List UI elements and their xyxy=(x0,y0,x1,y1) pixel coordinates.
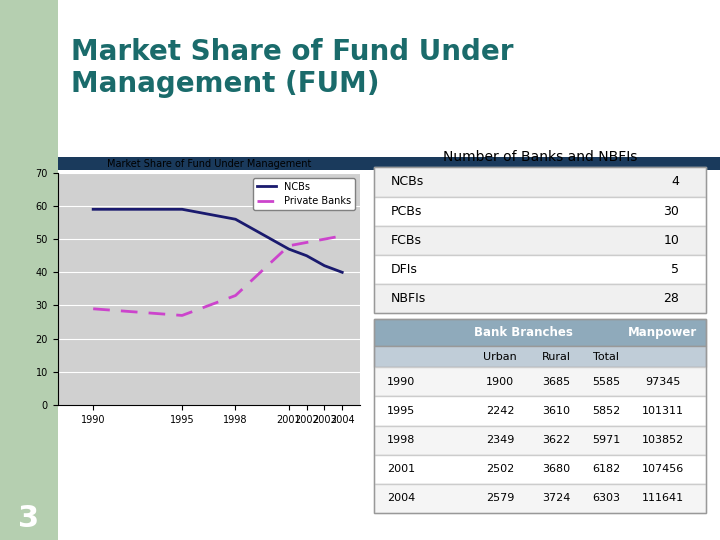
Text: 1990: 1990 xyxy=(387,377,415,387)
Text: 4: 4 xyxy=(671,176,679,188)
FancyBboxPatch shape xyxy=(374,426,706,455)
FancyBboxPatch shape xyxy=(374,197,706,226)
Text: 2349: 2349 xyxy=(486,435,515,445)
Text: FCBs: FCBs xyxy=(391,234,422,247)
Text: 3: 3 xyxy=(18,504,40,533)
Text: 5971: 5971 xyxy=(592,435,621,445)
Text: 2242: 2242 xyxy=(486,406,515,416)
Text: 3680: 3680 xyxy=(542,464,571,474)
Line: Private Banks: Private Banks xyxy=(93,236,342,315)
FancyBboxPatch shape xyxy=(374,167,706,197)
Text: 111641: 111641 xyxy=(642,494,683,503)
Text: 5: 5 xyxy=(671,263,679,276)
FancyBboxPatch shape xyxy=(374,484,706,513)
NCBs xyxy=(302,253,311,259)
Text: 2502: 2502 xyxy=(486,464,514,474)
Text: 3610: 3610 xyxy=(543,406,570,416)
Private Banks xyxy=(178,312,186,319)
FancyBboxPatch shape xyxy=(374,455,706,484)
Text: 1998: 1998 xyxy=(387,435,415,445)
Text: Total: Total xyxy=(593,352,619,361)
Line: NCBs: NCBs xyxy=(93,210,342,272)
FancyBboxPatch shape xyxy=(374,319,706,346)
Text: DFIs: DFIs xyxy=(391,263,418,276)
Text: NBFIs: NBFIs xyxy=(391,292,426,305)
FancyBboxPatch shape xyxy=(374,255,706,284)
Text: 1995: 1995 xyxy=(387,406,415,416)
Private Banks xyxy=(338,233,346,239)
Text: 10: 10 xyxy=(663,234,679,247)
FancyBboxPatch shape xyxy=(374,367,706,396)
Text: Rural: Rural xyxy=(542,352,571,361)
FancyBboxPatch shape xyxy=(374,396,706,426)
Private Banks xyxy=(89,306,97,312)
Text: 3685: 3685 xyxy=(542,377,571,387)
Text: Bank Branches: Bank Branches xyxy=(474,326,573,339)
FancyBboxPatch shape xyxy=(374,226,706,255)
Private Banks xyxy=(284,242,293,249)
FancyBboxPatch shape xyxy=(374,284,706,313)
Title: Market Share of Fund Under Management: Market Share of Fund Under Management xyxy=(107,159,311,169)
Text: Manpower: Manpower xyxy=(628,326,697,339)
Text: 103852: 103852 xyxy=(642,435,684,445)
Text: PCBs: PCBs xyxy=(391,205,423,218)
Text: 3724: 3724 xyxy=(542,494,571,503)
Text: 2004: 2004 xyxy=(387,494,415,503)
NCBs xyxy=(338,269,346,275)
Text: 1900: 1900 xyxy=(486,377,514,387)
Private Banks xyxy=(302,239,311,246)
Text: 3622: 3622 xyxy=(542,435,571,445)
NCBs xyxy=(284,246,293,252)
Text: 28: 28 xyxy=(663,292,679,305)
NCBs xyxy=(89,206,97,213)
Text: 30: 30 xyxy=(663,205,679,218)
Text: 6182: 6182 xyxy=(592,464,621,474)
NCBs xyxy=(178,206,186,213)
NCBs xyxy=(320,262,329,269)
Private Banks xyxy=(231,292,240,299)
NCBs xyxy=(231,216,240,222)
Text: 101311: 101311 xyxy=(642,406,683,416)
FancyBboxPatch shape xyxy=(374,346,706,367)
Private Banks xyxy=(320,236,329,242)
Text: 107456: 107456 xyxy=(642,464,684,474)
Text: 6303: 6303 xyxy=(593,494,620,503)
Text: 97345: 97345 xyxy=(645,377,680,387)
Text: Urban: Urban xyxy=(483,352,517,361)
Text: Number of Banks and NBFIs: Number of Banks and NBFIs xyxy=(443,151,637,165)
Text: 2001: 2001 xyxy=(387,464,415,474)
Text: NCBs: NCBs xyxy=(391,176,424,188)
Text: 2579: 2579 xyxy=(486,494,515,503)
Legend: NCBs, Private Banks: NCBs, Private Banks xyxy=(253,178,355,210)
Text: 5585: 5585 xyxy=(592,377,621,387)
Text: 5852: 5852 xyxy=(592,406,621,416)
Text: Market Share of Fund Under
Management (FUM): Market Share of Fund Under Management (F… xyxy=(71,38,513,98)
